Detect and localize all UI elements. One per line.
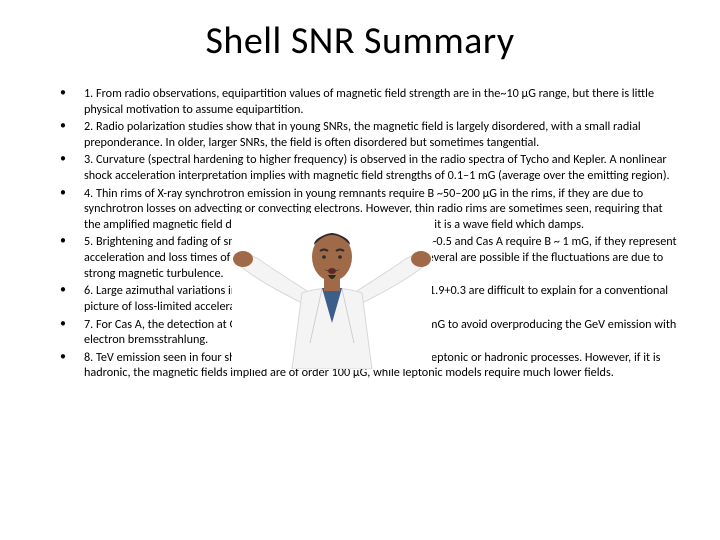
slide-title: Shell SNR Summary bbox=[40, 18, 680, 64]
bullet-item: 1. From radio observations, equipartitio… bbox=[60, 86, 680, 117]
bullet-item: 3. Curvature (spectral hardening to high… bbox=[60, 152, 680, 183]
shrugging-scientist-icon bbox=[232, 213, 432, 369]
bullet-item: 2. Radio polarization studies show that … bbox=[60, 119, 680, 150]
